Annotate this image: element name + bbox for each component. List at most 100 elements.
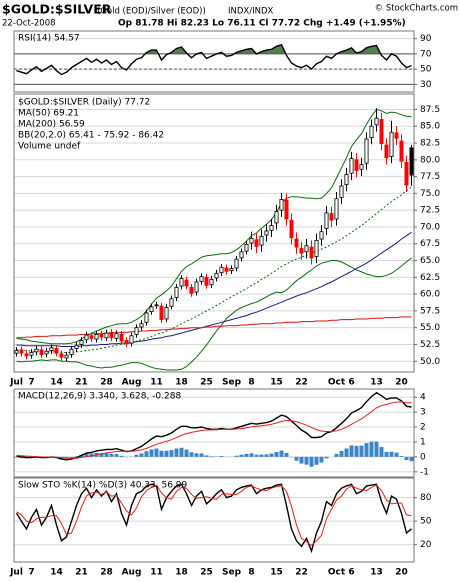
- histogram-bar: [359, 445, 364, 457]
- x-tick-label: 11: [150, 378, 163, 388]
- candle-body: [179, 278, 184, 287]
- histogram-bar: [209, 456, 214, 457]
- header-title: $GOLD:$SILVER: [2, 2, 112, 17]
- candle-body: [164, 307, 169, 320]
- x-tick-label: Aug: [122, 568, 142, 578]
- y-tick-label: 80.0: [420, 155, 440, 165]
- histogram-bar: [219, 455, 224, 457]
- histogram-bar: [384, 451, 389, 457]
- y-tick-label: 55.0: [420, 323, 440, 333]
- histogram-bar: [244, 453, 249, 457]
- y-tick-label: 80: [420, 493, 432, 503]
- x-tick-label: 15: [270, 378, 283, 388]
- histogram-bar: [109, 454, 114, 457]
- bollinger-lower: [16, 257, 412, 371]
- candle-body: [149, 306, 154, 312]
- x-tick-label: 25: [200, 568, 213, 578]
- candle-body: [294, 238, 299, 248]
- candle-body: [234, 258, 239, 269]
- candle-body: [274, 211, 279, 224]
- histogram-bar: [304, 456, 309, 465]
- candle-body: [64, 354, 69, 359]
- candle-body: [84, 334, 89, 341]
- candle-body: [374, 117, 379, 126]
- candle-body: [54, 348, 59, 354]
- candle-body: [99, 333, 104, 338]
- candle-body: [174, 286, 179, 298]
- candle-body: [184, 279, 189, 287]
- x-tick-label: 8: [248, 378, 254, 388]
- candle-body: [369, 125, 374, 139]
- candle-body: [119, 333, 124, 342]
- candle-body: [404, 162, 409, 186]
- candle-body: [324, 212, 329, 229]
- candle-body: [314, 239, 319, 257]
- histogram-bar: [114, 454, 119, 457]
- candle-body: [144, 312, 149, 323]
- copyright: © StockCharts.com: [375, 4, 458, 14]
- legend-entry: BB(20,2.0) 65.41 - 75.92 - 86.42: [18, 131, 164, 141]
- x-tick-label: 7: [28, 568, 34, 578]
- histogram-bar: [159, 450, 164, 457]
- candle-body: [199, 276, 204, 282]
- y-tick-label: 67.5: [420, 239, 440, 249]
- header-date: 22-Oct-2008: [2, 19, 56, 29]
- histogram-bar: [239, 454, 244, 457]
- header-subtitle: (Gold (EOD)/Silver (EOD)): [97, 7, 206, 17]
- x-tick-label: 6: [348, 568, 354, 578]
- y-tick-label: 75.0: [420, 189, 440, 199]
- histogram-bar: [189, 452, 194, 457]
- histogram-bar: [284, 452, 289, 457]
- histogram-bar: [344, 448, 349, 457]
- histogram-bar: [379, 447, 384, 457]
- candle-body: [49, 347, 54, 351]
- histogram-bar: [249, 453, 254, 457]
- histogram-bar: [264, 454, 269, 457]
- panel-frame: [13, 30, 415, 93]
- panel-legend: RSI(14) 54.57: [18, 34, 80, 44]
- candle-body: [389, 131, 394, 157]
- candle-body: [94, 333, 99, 340]
- histogram-bar: [99, 453, 104, 457]
- candle-body: [104, 332, 109, 339]
- histogram-bar: [69, 456, 74, 458]
- histogram-bar: [309, 456, 314, 467]
- candle-body: [254, 239, 259, 247]
- candle-body: [159, 305, 164, 321]
- y-tick-label: 65.0: [420, 256, 440, 266]
- candle-body: [224, 267, 229, 272]
- candle-body: [379, 119, 384, 145]
- histogram-bar: [314, 456, 319, 465]
- candle-body: [89, 335, 94, 339]
- y-tick-label: 85.0: [420, 122, 440, 132]
- x-tick-label: 22: [295, 378, 308, 388]
- candle-body: [339, 185, 344, 198]
- candle-body: [259, 235, 264, 246]
- histogram-bar: [354, 445, 359, 457]
- candle-body: [134, 327, 139, 335]
- candle-body: [129, 335, 134, 344]
- panel-frame: [13, 477, 415, 563]
- candle-body: [289, 219, 294, 239]
- histogram-bar: [174, 448, 179, 457]
- candle-body: [394, 132, 399, 139]
- histogram-bar: [234, 455, 239, 457]
- y-tick-label: 77.5: [420, 172, 440, 182]
- histogram-bar: [194, 453, 199, 457]
- candle-body: [329, 213, 334, 221]
- x-tick-label: 14: [50, 378, 63, 388]
- x-tick-label: 7: [28, 378, 34, 388]
- candle-body: [384, 144, 389, 159]
- y-tick-label: 50.0: [420, 357, 440, 367]
- candle-body: [124, 340, 129, 345]
- histogram-bar: [369, 441, 374, 457]
- indicator-line: [16, 484, 412, 547]
- histogram-bar: [199, 453, 204, 457]
- candle-body: [409, 147, 414, 176]
- y-tick-label: 70: [420, 49, 432, 59]
- y-tick-label: 3: [420, 408, 426, 418]
- candle-body: [269, 225, 274, 231]
- moving-average: [16, 316, 412, 339]
- candle-body: [284, 199, 289, 220]
- legend-entry: MA(50) 69.21: [18, 109, 79, 119]
